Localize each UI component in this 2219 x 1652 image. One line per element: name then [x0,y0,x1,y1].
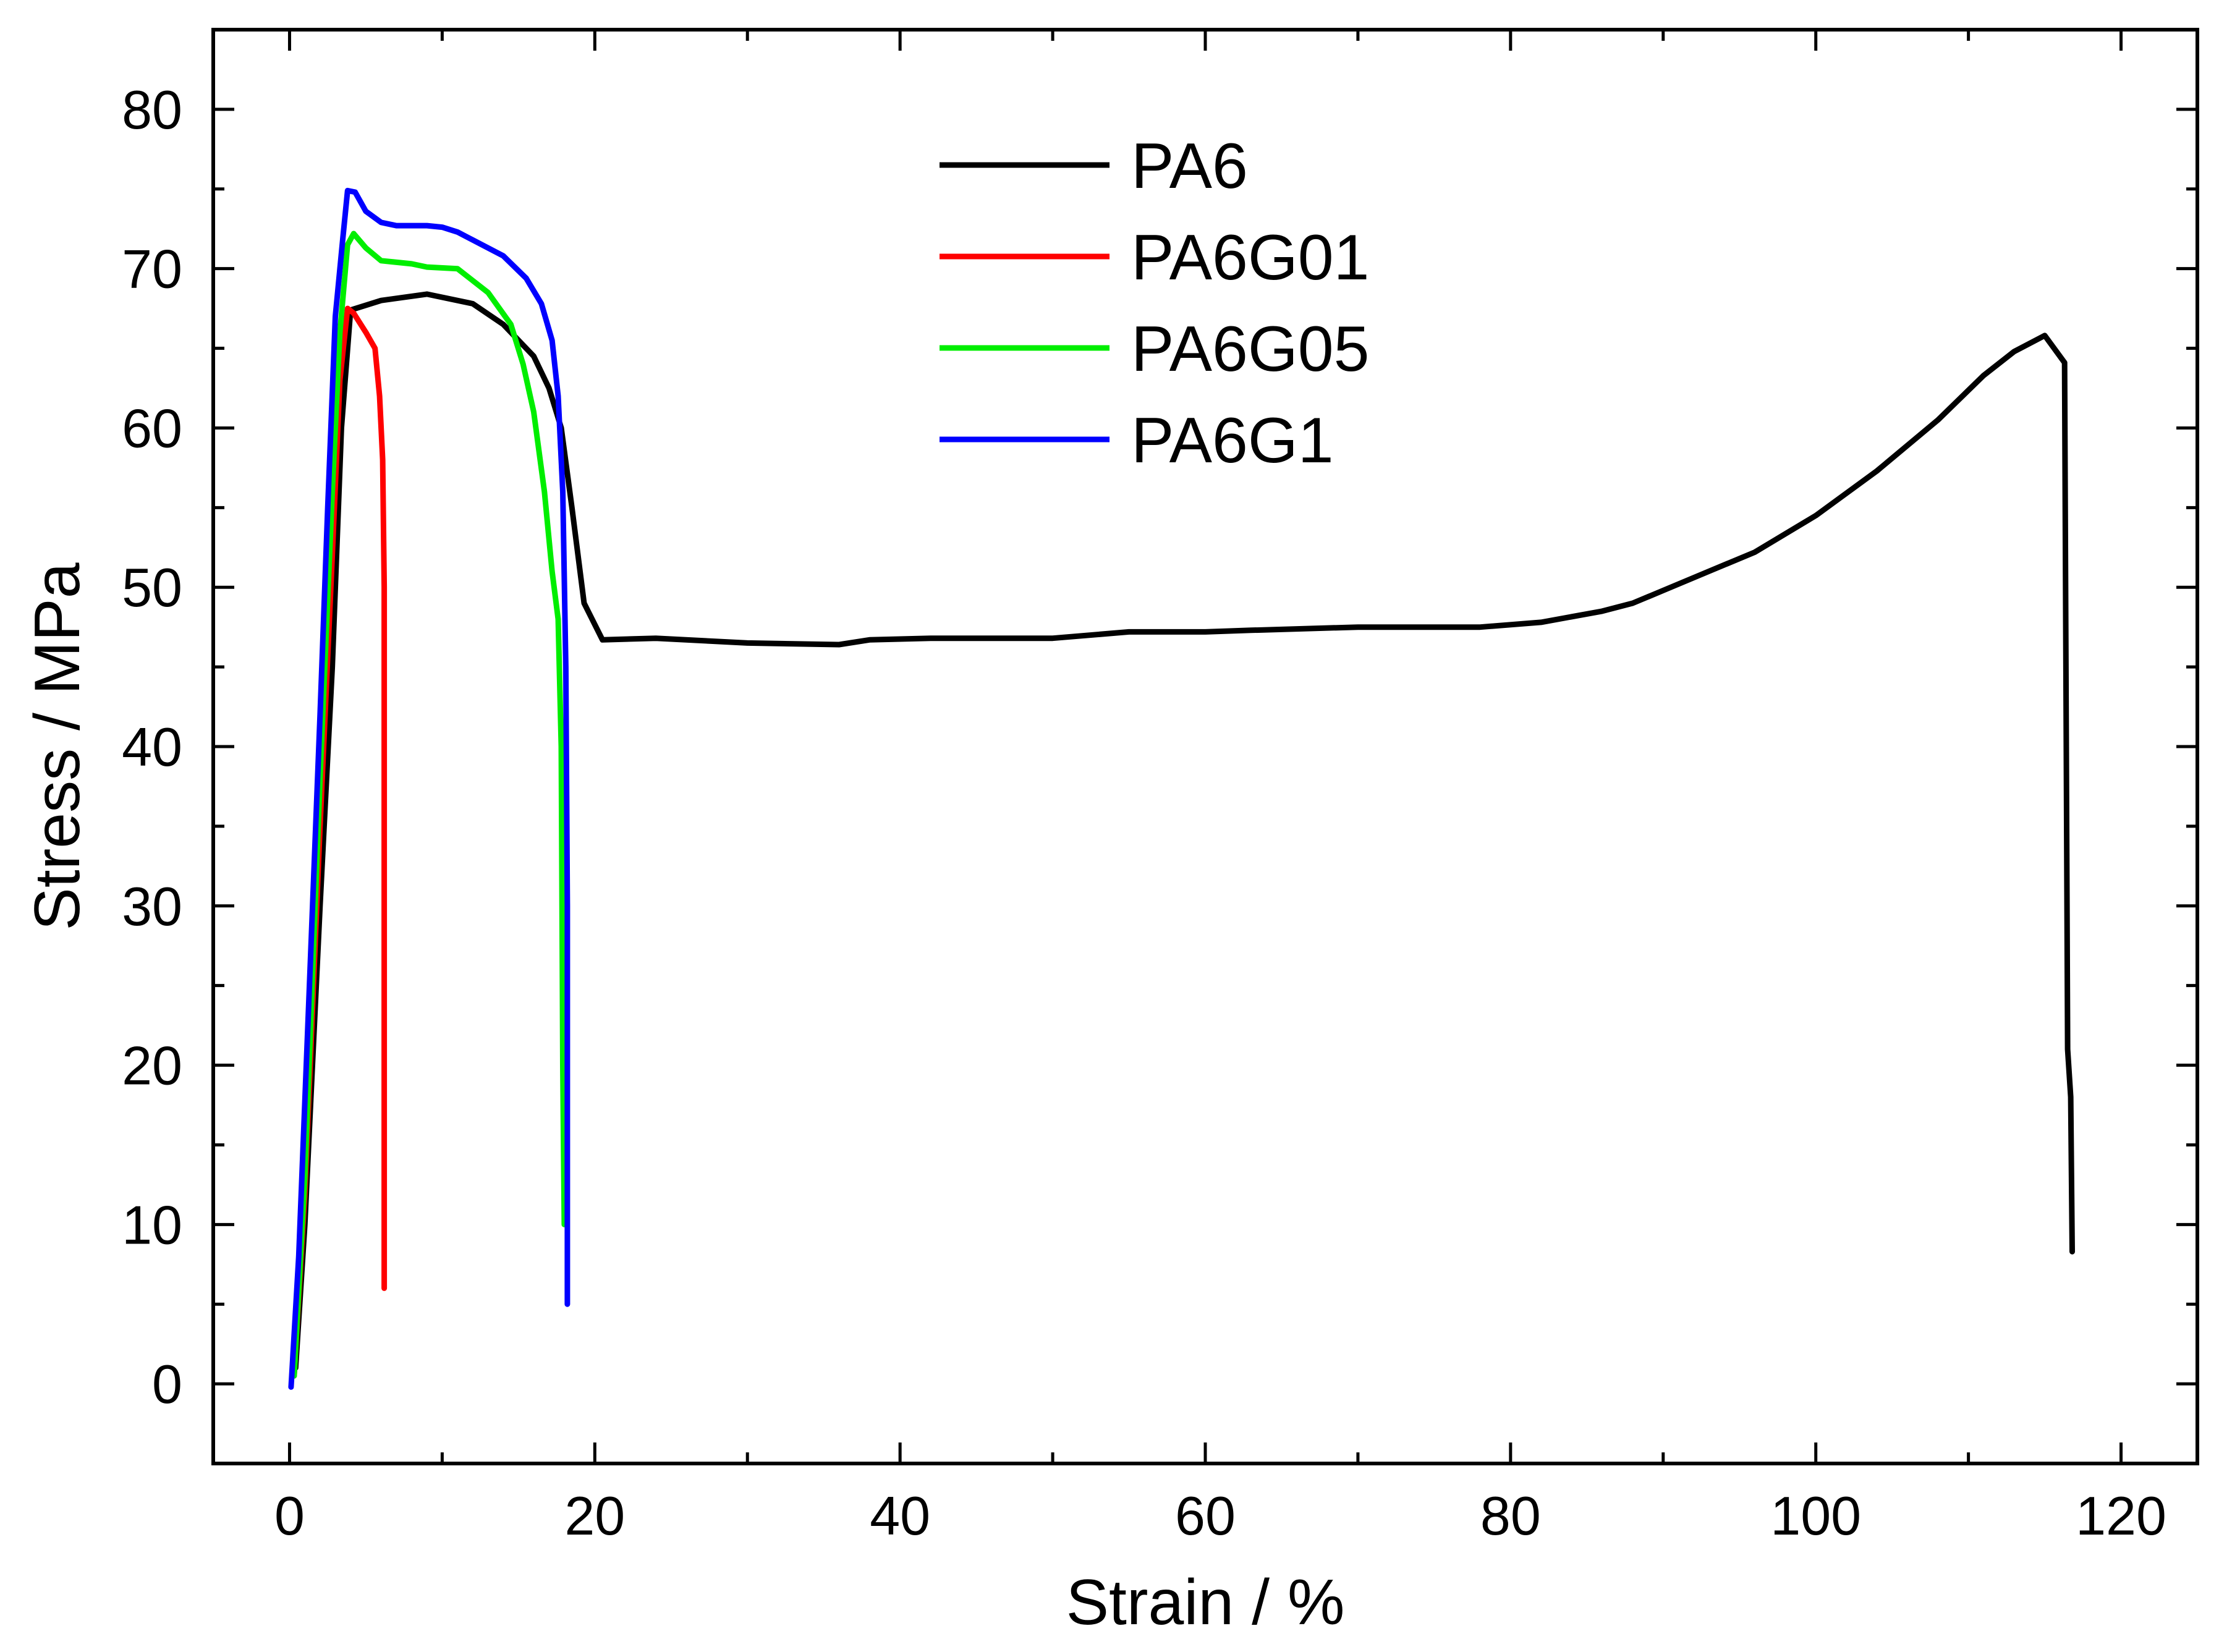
x-axis: 0 20 40 60 80 100 120 [274,30,2166,1546]
y-axis: 0 10 20 30 40 50 60 70 80 [122,28,2197,1465]
series-line-pa6g1 [288,187,571,1390]
x-tick-label: 80 [1480,1485,1541,1546]
legend: PA6 PA6G01 PA6G05 PA6G1 [940,130,1369,477]
y-tick-label: 40 [122,716,182,777]
x-tick-label: 120 [2076,1485,2166,1546]
y-tick-label: 0 [152,1353,182,1415]
y-axis-title: Stress / MPa [22,562,93,930]
legend-label: PA6G1 [1131,405,1334,477]
legend-label: PA6 [1131,130,1248,202]
y-tick-label: 10 [122,1194,182,1255]
x-tick-label: 60 [1175,1485,1236,1546]
x-tick-label: 20 [564,1485,625,1546]
y-tick-label: 50 [122,557,182,618]
x-axis-title: Strain / % [1066,1567,1345,1638]
y-tick-label: 80 [122,79,182,140]
y-tick-label: 60 [122,397,182,459]
y-tick-label: 30 [122,876,182,937]
y-tick-label: 70 [122,239,182,300]
x-tick-label: 40 [870,1485,930,1546]
legend-label: PA6G05 [1131,313,1369,385]
x-tick-label: 0 [274,1485,305,1546]
series-line-pa6 [292,291,2075,1371]
y-tick-label: 20 [122,1035,182,1096]
legend-label: PA6G01 [1131,222,1369,294]
x-tick-label: 100 [1770,1485,1861,1546]
series-line-pa6g05 [291,231,567,1379]
series-layer [288,187,2075,1390]
